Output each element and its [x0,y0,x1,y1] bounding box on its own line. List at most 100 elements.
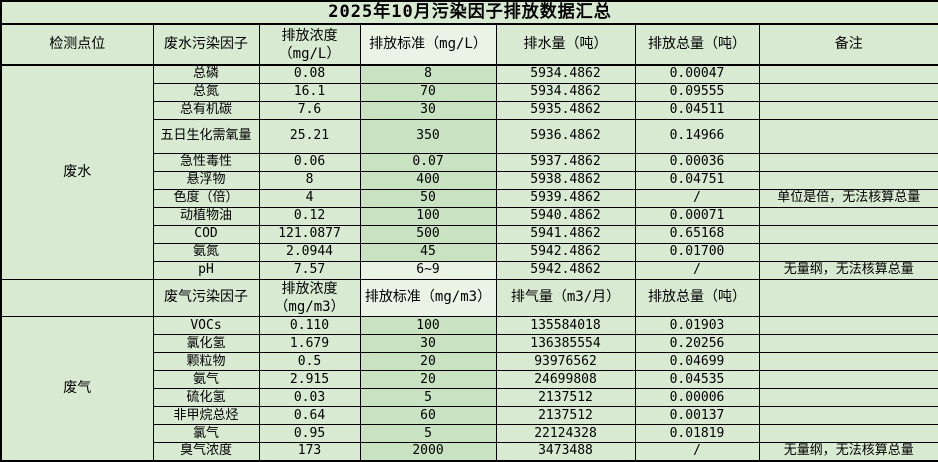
cell-volume[interactable]: 5942.4862 [495,260,636,280]
header-water-factor[interactable]: 废水污染因子 [152,23,260,67]
cell-standard[interactable]: 60 [359,406,497,426]
cell-volume[interactable]: 5937.4862 [495,152,636,172]
cell-remark[interactable] [758,406,938,426]
cell-total[interactable]: 0.01700 [634,242,760,262]
cell-standard[interactable]: 400 [359,170,497,190]
cell-factor[interactable]: pH [152,260,260,280]
header-water-concentration[interactable]: 排放浓度 （mg/L） [258,23,361,67]
cell-concentration[interactable]: 2.0944 [258,242,361,262]
cell-remark[interactable] [758,388,938,408]
cell-volume[interactable]: 2137512 [495,388,636,408]
cell-volume[interactable]: 22124328 [495,424,636,444]
cell-concentration[interactable]: 173 [258,442,361,462]
cell-factor[interactable]: 悬浮物 [152,170,260,190]
cell-volume[interactable]: 5938.4862 [495,170,636,190]
cell-remark[interactable] [758,316,938,336]
cell-total[interactable]: 0.04699 [634,352,760,372]
cell-standard[interactable]: 50 [359,188,497,208]
cell-remark[interactable]: 无量纲，无法核算总量 [758,442,938,462]
cell-standard[interactable]: 0.07 [359,152,497,172]
cell-volume[interactable]: 5936.4862 [495,118,636,154]
cell-total[interactable]: 0.14966 [634,118,760,154]
cell-remark[interactable] [758,170,938,190]
cell-volume[interactable]: 5942.4862 [495,242,636,262]
cell-volume[interactable]: 135584018 [495,316,636,336]
cell-concentration[interactable]: 0.08 [258,64,361,84]
cell-factor[interactable]: 氯化氢 [152,334,260,354]
cell-volume[interactable]: 3473488 [495,442,636,462]
cell-volume[interactable]: 136385554 [495,334,636,354]
cell-standard[interactable]: 20 [359,352,497,372]
cell-volume[interactable]: 5941.4862 [495,224,636,244]
cell-standard[interactable]: 100 [359,316,497,336]
cell-factor[interactable]: 氨气 [152,370,260,390]
cell-total[interactable]: 0.01903 [634,316,760,336]
cell-location-water[interactable]: 废水 [0,64,154,280]
cell-concentration[interactable]: 0.03 [258,388,361,408]
cell-factor[interactable]: 动植物油 [152,206,260,226]
cell-standard[interactable]: 500 [359,224,497,244]
cell-factor[interactable]: 硫化氢 [152,388,260,408]
cell-standard[interactable]: 350 [359,118,497,154]
cell-remark[interactable] [758,334,938,354]
cell-factor[interactable]: 五日生化需氧量 [152,118,260,154]
cell-factor[interactable]: 急性毒性 [152,152,260,172]
header-gas-factor[interactable]: 废气污染因子 [152,278,260,318]
cell-concentration[interactable]: 2.915 [258,370,361,390]
cell-concentration[interactable]: 0.5 [258,352,361,372]
cell-concentration[interactable]: 1.679 [258,334,361,354]
cell-standard[interactable]: 6~9 [359,260,497,280]
cell-standard[interactable]: 20 [359,370,497,390]
header-gas-volume[interactable]: 排气量（m3/月） [495,278,636,318]
cell-volume[interactable]: 93976562 [495,352,636,372]
cell-concentration[interactable]: 0.06 [258,152,361,172]
cell-concentration[interactable]: 0.95 [258,424,361,444]
cell-factor[interactable]: 总有机碳 [152,100,260,120]
cell-factor[interactable]: 颗粒物 [152,352,260,372]
cell-remark[interactable] [758,206,938,226]
cell-concentration[interactable]: 0.64 [258,406,361,426]
header-location-gas-empty[interactable] [0,278,154,318]
cell-factor[interactable]: 总磷 [152,64,260,84]
cell-total[interactable]: 0.09555 [634,82,760,102]
cell-concentration[interactable]: 25.21 [258,118,361,154]
cell-standard[interactable]: 45 [359,242,497,262]
cell-remark[interactable] [758,152,938,172]
cell-standard[interactable]: 30 [359,334,497,354]
cell-standard[interactable]: 30 [359,100,497,120]
cell-factor[interactable]: COD [152,224,260,244]
cell-total[interactable]: 0.04535 [634,370,760,390]
cell-total[interactable]: / [634,260,760,280]
cell-standard[interactable]: 70 [359,82,497,102]
cell-volume[interactable]: 5940.4862 [495,206,636,226]
cell-factor[interactable]: 色度（倍） [152,188,260,208]
cell-total[interactable]: 0.20256 [634,334,760,354]
cell-total[interactable]: 0.00137 [634,406,760,426]
cell-concentration[interactable]: 16.1 [258,82,361,102]
cell-factor[interactable]: 氯气 [152,424,260,444]
cell-factor[interactable]: VOCs [152,316,260,336]
cell-volume[interactable]: 24699808 [495,370,636,390]
cell-total[interactable]: 0.00036 [634,152,760,172]
header-location[interactable]: 检测点位 [0,23,154,67]
cell-concentration[interactable]: 4 [258,188,361,208]
header-water-volume[interactable]: 排水量（吨） [495,23,636,67]
header-gas-total[interactable]: 排放总量（吨） [634,278,760,318]
cell-concentration[interactable]: 7.6 [258,100,361,120]
cell-total[interactable]: 0.01819 [634,424,760,444]
header-water-total[interactable]: 排放总量（吨） [634,23,760,67]
cell-factor[interactable]: 非甲烷总烃 [152,406,260,426]
cell-remark[interactable] [758,352,938,372]
cell-total[interactable]: 0.65168 [634,224,760,244]
cell-total[interactable]: 0.00047 [634,64,760,84]
header-gas-concentration[interactable]: 排放浓度 （mg/m3） [258,278,361,318]
cell-total[interactable]: 0.04751 [634,170,760,190]
cell-remark[interactable] [758,82,938,102]
cell-volume[interactable]: 5939.4862 [495,188,636,208]
cell-total[interactable]: / [634,188,760,208]
cell-standard[interactable]: 100 [359,206,497,226]
cell-standard[interactable]: 5 [359,388,497,408]
cell-remark[interactable] [758,424,938,444]
cell-remark[interactable]: 无量纲，无法核算总量 [758,260,938,280]
cell-remark[interactable] [758,118,938,154]
